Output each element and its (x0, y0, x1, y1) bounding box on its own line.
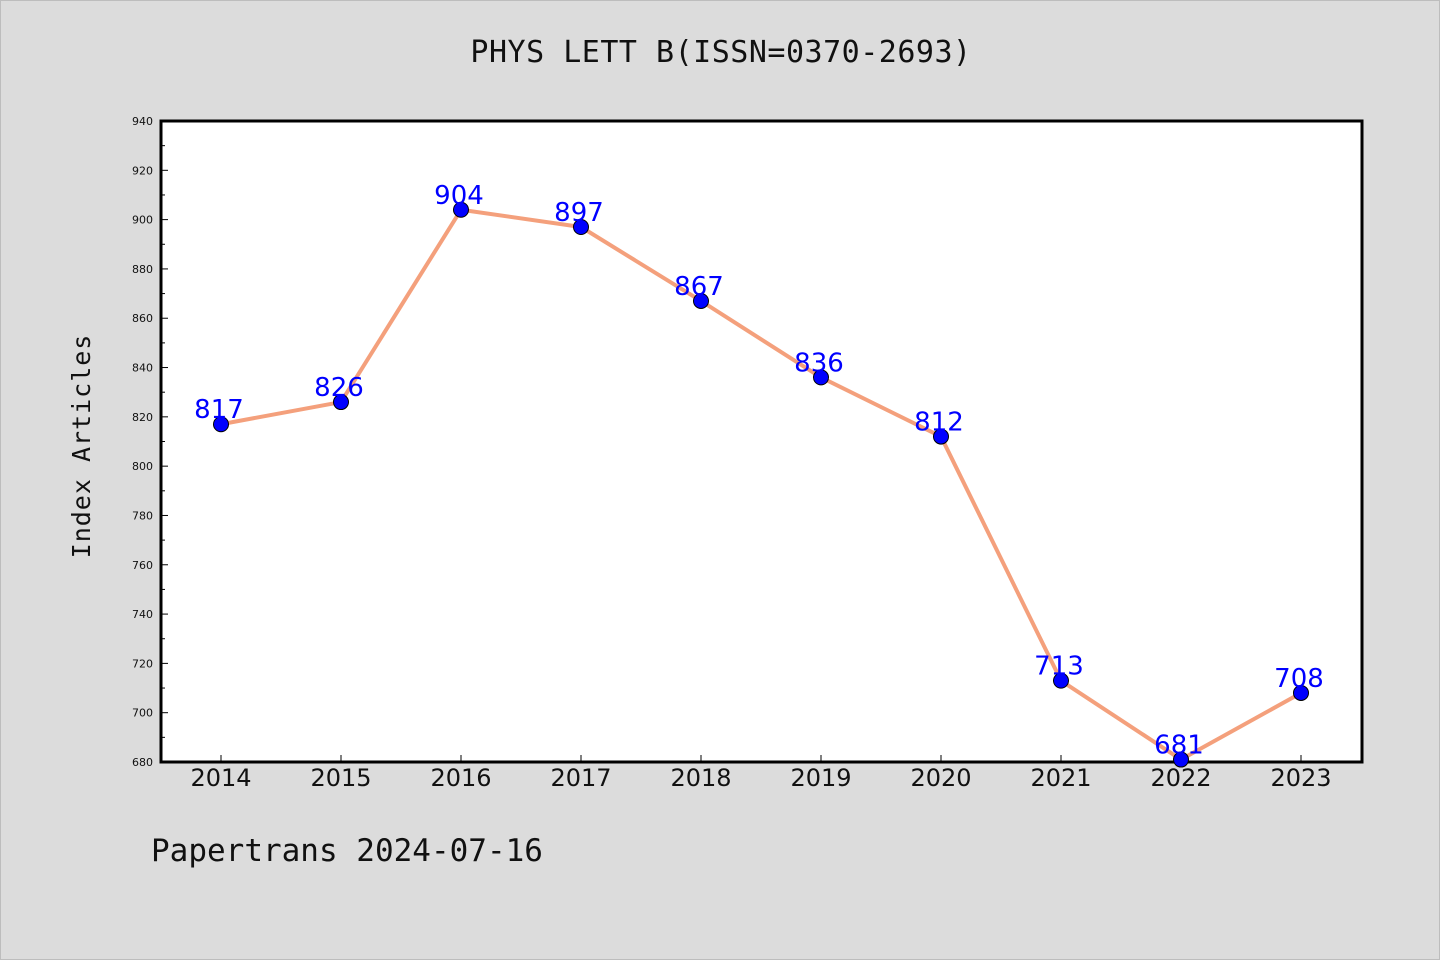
data-point (213, 416, 229, 433)
data-point (693, 292, 709, 309)
x-tick-label: 2014 (190, 764, 251, 792)
data-label: 681 (1154, 731, 1204, 761)
plot-area (159, 119, 1364, 764)
x-tick-label: 2020 (910, 764, 971, 792)
data-point (333, 394, 349, 411)
data-point (1173, 751, 1189, 768)
x-tick-label: 2018 (670, 764, 731, 792)
chart-title: PHYS LETT B(ISSN=0370-2693) (470, 35, 972, 70)
data-label: 867 (674, 272, 724, 302)
series (213, 201, 1309, 768)
y-tick-label: 840 (132, 362, 153, 375)
data-label: 897 (554, 198, 604, 228)
y-tick-label: 780 (132, 509, 153, 522)
y-tick-label: 740 (132, 608, 153, 621)
y-tick-label: 940 (132, 115, 153, 128)
data-label: 904 (434, 181, 484, 211)
x-tick-label: 2016 (430, 764, 491, 792)
data-label: 708 (1274, 664, 1324, 694)
x-tick-label: 2022 (1150, 764, 1211, 792)
x-tick-label: 2017 (550, 764, 611, 792)
data-labels: 817 826 904 897 867 836 812 713 681 708 (194, 181, 1324, 761)
data-point (933, 428, 949, 445)
series-line (220, 207, 1302, 762)
y-axis: 680 700 720 740 760 780 800 820 840 860 880 900 920 9… (132, 115, 168, 769)
x-tick-label: 2023 (1270, 764, 1331, 792)
data-point (1293, 684, 1309, 701)
data-point (1053, 672, 1069, 689)
y-tick-label: 860 (132, 312, 153, 325)
y-tick-label: 900 (132, 214, 153, 227)
data-label: 812 (914, 408, 964, 438)
data-label: 817 (194, 395, 244, 425)
data-label: 826 (314, 373, 364, 403)
x-tick-label: 2019 (790, 764, 851, 792)
y-tick-label: 920 (132, 164, 153, 177)
footer-text: Papertrans 2024-07-16 (151, 833, 543, 869)
y-tick-label: 800 (132, 460, 153, 473)
x-axis: 2014 2015 2016 2017 2018 2019 2020 2021 2022 2023 (190, 755, 1332, 792)
data-label: 836 (794, 348, 844, 378)
y-tick-label: 820 (132, 411, 153, 424)
y-tick-label: 720 (132, 657, 153, 670)
y-axis-label: Index Articles (67, 334, 96, 559)
x-tick-label: 2015 (310, 764, 371, 792)
data-point (453, 201, 469, 218)
y-tick-label: 760 (132, 559, 153, 572)
data-point (573, 219, 589, 236)
x-tick-label: 2021 (1030, 764, 1091, 792)
y-tick-label: 880 (132, 263, 153, 276)
data-point (813, 369, 829, 386)
y-tick-label: 700 (132, 707, 153, 720)
y-tick-label: 680 (132, 756, 153, 769)
data-label: 713 (1034, 652, 1084, 682)
